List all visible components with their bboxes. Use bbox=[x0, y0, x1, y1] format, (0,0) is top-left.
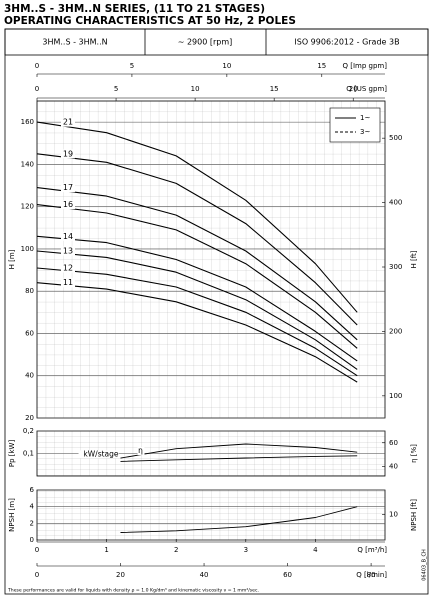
curve-label-bg bbox=[61, 149, 75, 159]
y2-tick-label: 500 bbox=[389, 134, 402, 142]
x-tick-label: 1 bbox=[104, 546, 108, 554]
x-tick-label: 3 bbox=[244, 546, 248, 554]
x-tick-label: 15 bbox=[270, 85, 279, 93]
curve-label-bg bbox=[61, 200, 75, 210]
x-tick-label: 2 bbox=[174, 546, 178, 554]
header-box bbox=[4, 28, 429, 56]
subtitle: OPERATING CHARACTERISTICS AT 50 Hz, 2 PO… bbox=[4, 15, 296, 27]
y-axis-label: NPSH [m] bbox=[8, 498, 16, 532]
y-tick-label: 140 bbox=[21, 160, 34, 168]
y2-tick-label: 300 bbox=[389, 263, 402, 271]
y-axis-label: H [m] bbox=[8, 249, 16, 269]
curve bbox=[36, 267, 358, 377]
legend-label: 1~ bbox=[360, 114, 370, 122]
y-tick-label: 100 bbox=[21, 245, 34, 253]
x-axis-label: Q [l/min] bbox=[356, 571, 387, 579]
y2-tick-label: 40 bbox=[389, 462, 398, 470]
curve-label-bg bbox=[61, 117, 75, 127]
curve-label: kW/stage bbox=[83, 449, 118, 458]
y-axis-label: Pp [kW] bbox=[8, 440, 16, 468]
curve-label-bg bbox=[61, 231, 75, 241]
curve bbox=[36, 153, 358, 326]
y-tick-label: 160 bbox=[21, 118, 34, 126]
x-tick-label: 10 bbox=[191, 85, 200, 93]
y-tick-label: 0,1 bbox=[23, 450, 34, 458]
y2-tick-label: 200 bbox=[389, 327, 402, 335]
curve bbox=[120, 455, 358, 462]
curve-label-bg bbox=[61, 278, 75, 288]
curve-label-bg bbox=[78, 450, 119, 459]
curve-label-bg bbox=[61, 183, 75, 193]
curve-label-bg bbox=[61, 263, 75, 273]
y-tick-label: 80 bbox=[25, 287, 34, 295]
curve-label: 21 bbox=[63, 118, 73, 127]
x-tick-label: 0 bbox=[35, 571, 39, 579]
curve-label: 13 bbox=[63, 247, 73, 256]
header-speed: ~ 2900 [rpm] bbox=[178, 38, 233, 47]
x-tick-label: 15 bbox=[317, 62, 326, 70]
x-tick-label: 10 bbox=[222, 62, 231, 70]
plot-area bbox=[36, 489, 386, 541]
curve bbox=[36, 121, 358, 313]
y2-tick-label: 60 bbox=[389, 439, 398, 447]
curve-label: 19 bbox=[63, 149, 73, 158]
y-tick-label: 0 bbox=[30, 536, 34, 544]
y2-axis-label: H [ft] bbox=[410, 250, 418, 268]
header-standard: ISO 9906:2012 - Grade 3B bbox=[294, 38, 399, 47]
x-tick-label: 60 bbox=[283, 571, 292, 579]
x-tick-label: 0 bbox=[35, 546, 39, 554]
curve bbox=[36, 204, 358, 349]
x-tick-label: 20 bbox=[116, 571, 125, 579]
x-axis-label: Q [Imp gpm] bbox=[343, 62, 388, 70]
x-tick-label: 80 bbox=[367, 571, 376, 579]
x-tick-label: 4 bbox=[313, 546, 318, 554]
y-tick-label: 120 bbox=[21, 203, 34, 211]
x-axis-label: Q [m³/h] bbox=[357, 546, 387, 554]
drawing-code: 06403_B_CH bbox=[422, 549, 428, 581]
plot-area bbox=[36, 100, 386, 419]
curve-label-bg bbox=[137, 447, 145, 456]
curve-label: 16 bbox=[63, 200, 73, 209]
curve bbox=[120, 443, 358, 459]
curve-label-bg bbox=[61, 246, 75, 256]
x-axis-label: Q [US gpm] bbox=[346, 85, 387, 93]
curve bbox=[120, 506, 358, 533]
footnote: These performances are valid for liquids… bbox=[7, 588, 259, 594]
x-tick-label: 5 bbox=[130, 62, 134, 70]
y-tick-label: 20 bbox=[25, 414, 34, 422]
y2-tick-label: 10 bbox=[389, 511, 398, 519]
curve-label: 12 bbox=[63, 263, 73, 272]
curve bbox=[36, 250, 358, 370]
y-tick-label: 0,2 bbox=[23, 427, 34, 435]
title: 3HM..S - 3HM..N SERIES, (11 TO 21 STAGES… bbox=[4, 3, 265, 15]
y-tick-label: 6 bbox=[30, 486, 35, 494]
y2-tick-label: 100 bbox=[389, 392, 402, 400]
curve-label: 11 bbox=[63, 278, 73, 287]
y-tick-label: 40 bbox=[25, 372, 34, 380]
curve bbox=[36, 187, 358, 341]
x-tick-label: 20 bbox=[349, 85, 358, 93]
x-tick-label: 40 bbox=[200, 571, 209, 579]
y2-tick-label: 400 bbox=[389, 199, 402, 207]
legend-box bbox=[329, 107, 381, 143]
curve-label: 14 bbox=[63, 232, 73, 241]
legend-label: 3~ bbox=[360, 128, 370, 136]
curve-label: η bbox=[138, 446, 143, 455]
header-model: 3HM..S - 3HM..N bbox=[42, 38, 107, 47]
curve bbox=[36, 282, 358, 383]
curve bbox=[36, 235, 358, 362]
y-tick-label: 4 bbox=[30, 503, 35, 511]
x-tick-label: 0 bbox=[35, 85, 39, 93]
y2-axis-label: η [%] bbox=[410, 444, 418, 463]
x-tick-label: 5 bbox=[114, 85, 118, 93]
y-tick-label: 60 bbox=[25, 329, 34, 337]
y-tick-label: 2 bbox=[30, 519, 34, 527]
y2-axis-label: NPSH [ft] bbox=[410, 499, 418, 531]
x-tick-label: 0 bbox=[35, 62, 39, 70]
curve-label: 17 bbox=[63, 183, 73, 192]
